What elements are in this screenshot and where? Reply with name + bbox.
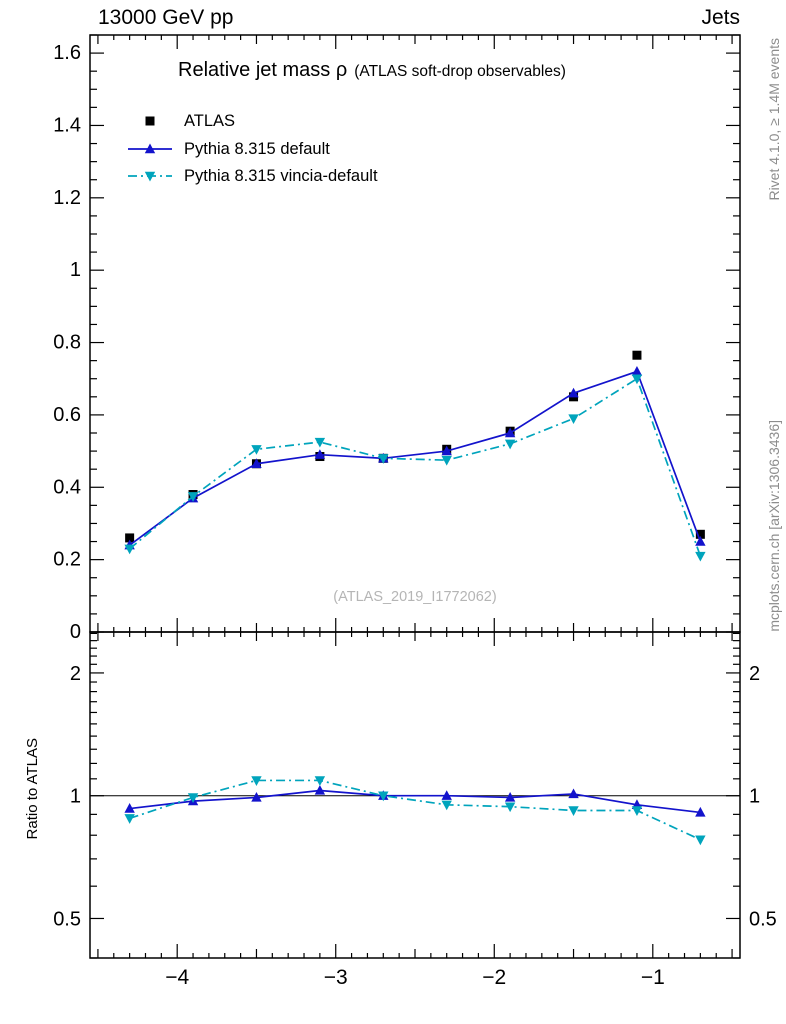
data-marker: [504, 802, 516, 813]
data-marker: [695, 529, 705, 539]
ratio-axis-label: Ratio to ATLAS: [24, 738, 41, 840]
x-tick-label: −4: [165, 966, 189, 989]
data-marker: [378, 791, 389, 802]
data-marker: [144, 143, 156, 154]
main-series-line: [129, 370, 702, 546]
plot-subtitle: (ATLAS soft-drop observables): [354, 63, 566, 80]
data-marker: [125, 533, 135, 543]
data-marker: [631, 806, 643, 816]
ratio-series-line: [129, 789, 701, 814]
main-y-tick-label: 1.2: [53, 187, 81, 209]
ratio-y-tick-label: 0.5: [749, 908, 777, 930]
ratio-y-tick-label: 2: [70, 663, 81, 685]
legend-label-atlas: ATLAS: [184, 112, 236, 130]
data-marker: [124, 544, 135, 555]
main-y-tick-label: 0.4: [53, 476, 81, 498]
data-marker: [145, 116, 155, 126]
data-marker: [251, 458, 262, 468]
data-marker: [124, 803, 135, 813]
data-marker: [568, 387, 579, 398]
rivet-version-label: Rivet 4.1.0, ≥ 1.4M events: [766, 38, 782, 201]
ratio-y-tick-label: 1: [749, 786, 760, 808]
legend-label-pythia-vincia: Pythia 8.315 vincia-default: [184, 167, 378, 185]
ratio-y-tick-label: 1: [70, 786, 81, 808]
data-marker: [568, 788, 579, 799]
data-marker: [251, 791, 262, 802]
data-marker: [441, 455, 452, 466]
main-y-tick-label: 0.6: [53, 404, 81, 426]
data-marker: [504, 427, 516, 438]
data-marker: [568, 414, 579, 425]
main-y-tick-label: 0.8: [53, 332, 81, 354]
data-marker: [378, 454, 389, 464]
main-y-tick-label: 1.6: [53, 42, 81, 64]
plot-title-row: Relative jet mass ρ (ATLAS soft-drop obs…: [178, 59, 566, 82]
data-marker: [631, 365, 643, 376]
ratio-y-tick-label: 2: [749, 663, 760, 685]
data-marker: [504, 439, 516, 450]
beam-energy-label: 13000 GeV pp: [98, 6, 234, 29]
data-marker: [187, 793, 199, 803]
ratio-y-tick-label: 0.5: [53, 908, 81, 930]
data-marker: [251, 776, 262, 786]
main-series-line: [129, 377, 702, 557]
data-marker: [144, 171, 156, 182]
data-marker: [695, 806, 706, 817]
x-tick-label: −1: [641, 966, 665, 989]
main-y-tick-label: 0.2: [53, 549, 81, 571]
data-marker: [695, 536, 706, 546]
data-marker: [314, 784, 326, 795]
data-marker: [441, 790, 452, 800]
main-y-tick-label: 1: [70, 259, 81, 281]
main-y-tick-label: 0: [70, 621, 81, 643]
mcplots-arxiv-label: mcplots.cern.ch [arXiv:1306.3436]: [766, 420, 782, 632]
data-marker: [314, 449, 326, 459]
plot-title: Relative jet mass ρ: [178, 59, 348, 81]
data-marker: [251, 445, 262, 455]
x-tick-label: −3: [324, 966, 348, 989]
data-marker: [314, 776, 326, 786]
data-marker: [632, 350, 642, 360]
watermark-analysis-id: (ATLAS_2019_I1772062): [333, 589, 497, 605]
data-marker: [441, 445, 452, 456]
data-marker: [441, 800, 452, 811]
data-marker: [695, 551, 706, 562]
data-marker: [504, 791, 516, 802]
analysis-group-label: Jets: [701, 6, 740, 29]
data-marker: [568, 806, 579, 816]
legend-label-pythia-default: Pythia 8.315 default: [184, 140, 330, 158]
data-marker: [187, 492, 199, 502]
ratio-series-line: [129, 779, 701, 841]
x-tick-label: −2: [482, 966, 506, 989]
data-marker: [314, 437, 326, 448]
data-marker: [124, 814, 135, 824]
main-y-tick-label: 1.4: [53, 114, 81, 136]
data-marker: [695, 835, 706, 846]
data-marker: [631, 374, 643, 385]
